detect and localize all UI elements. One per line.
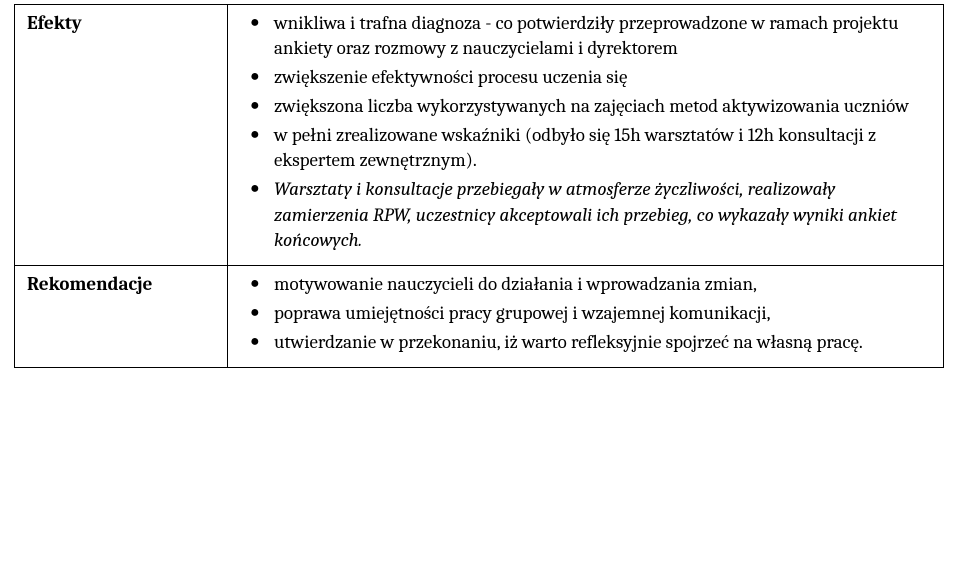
row-content-cell: wnikliwa i trafna diagnoza - co potwierd…: [228, 5, 944, 266]
list-item-text: motywowanie nauczycieli do działania i w…: [274, 273, 757, 295]
row-label: Rekomendacje: [27, 273, 152, 295]
list-item-text: zwiększenie efektywności procesu uczenia…: [274, 66, 627, 88]
table-body: Efekty wnikliwa i trafna diagnoza - co p…: [15, 5, 944, 368]
table-row: Efekty wnikliwa i trafna diagnoza - co p…: [15, 5, 944, 266]
list-item: Warsztaty i konsultacje przebiegały w at…: [240, 177, 933, 252]
list-item-text: zwiększona liczba wykorzystywanych na za…: [274, 95, 909, 117]
list-item: zwiększenie efektywności procesu uczenia…: [240, 65, 933, 90]
row-label: Efekty: [27, 12, 82, 34]
list-item: w pełni zrealizowane wskaźniki (odbyło s…: [240, 123, 933, 173]
list-item: poprawa umiejętności pracy grupowej i wz…: [240, 301, 933, 326]
row-label-cell: Efekty: [15, 5, 228, 266]
list-item: motywowanie nauczycieli do działania i w…: [240, 272, 933, 297]
row-label-cell: Rekomendacje: [15, 265, 228, 367]
list-item-text: poprawa umiejętności pracy grupowej i wz…: [274, 302, 770, 324]
row-content-cell: motywowanie nauczycieli do działania i w…: [228, 265, 944, 367]
list-item: utwierdzanie w przekonaniu, iż warto ref…: [240, 330, 933, 355]
list-item-text: w pełni zrealizowane wskaźniki (odbyło s…: [274, 124, 876, 171]
list-item-text: Warsztaty i konsultacje przebiegały w at…: [274, 178, 897, 250]
table-row: Rekomendacje motywowanie nauczycieli do …: [15, 265, 944, 367]
list-item-text: utwierdzanie w przekonaniu, iż warto ref…: [274, 331, 863, 353]
bullet-list: motywowanie nauczycieli do działania i w…: [240, 272, 933, 355]
list-item: wnikliwa i trafna diagnoza - co potwierd…: [240, 11, 933, 61]
bullet-list: wnikliwa i trafna diagnoza - co potwierd…: [240, 11, 933, 253]
document-table: Efekty wnikliwa i trafna diagnoza - co p…: [14, 4, 944, 368]
list-item: zwiększona liczba wykorzystywanych na za…: [240, 94, 933, 119]
list-item-text: wnikliwa i trafna diagnoza - co potwierd…: [274, 12, 898, 59]
